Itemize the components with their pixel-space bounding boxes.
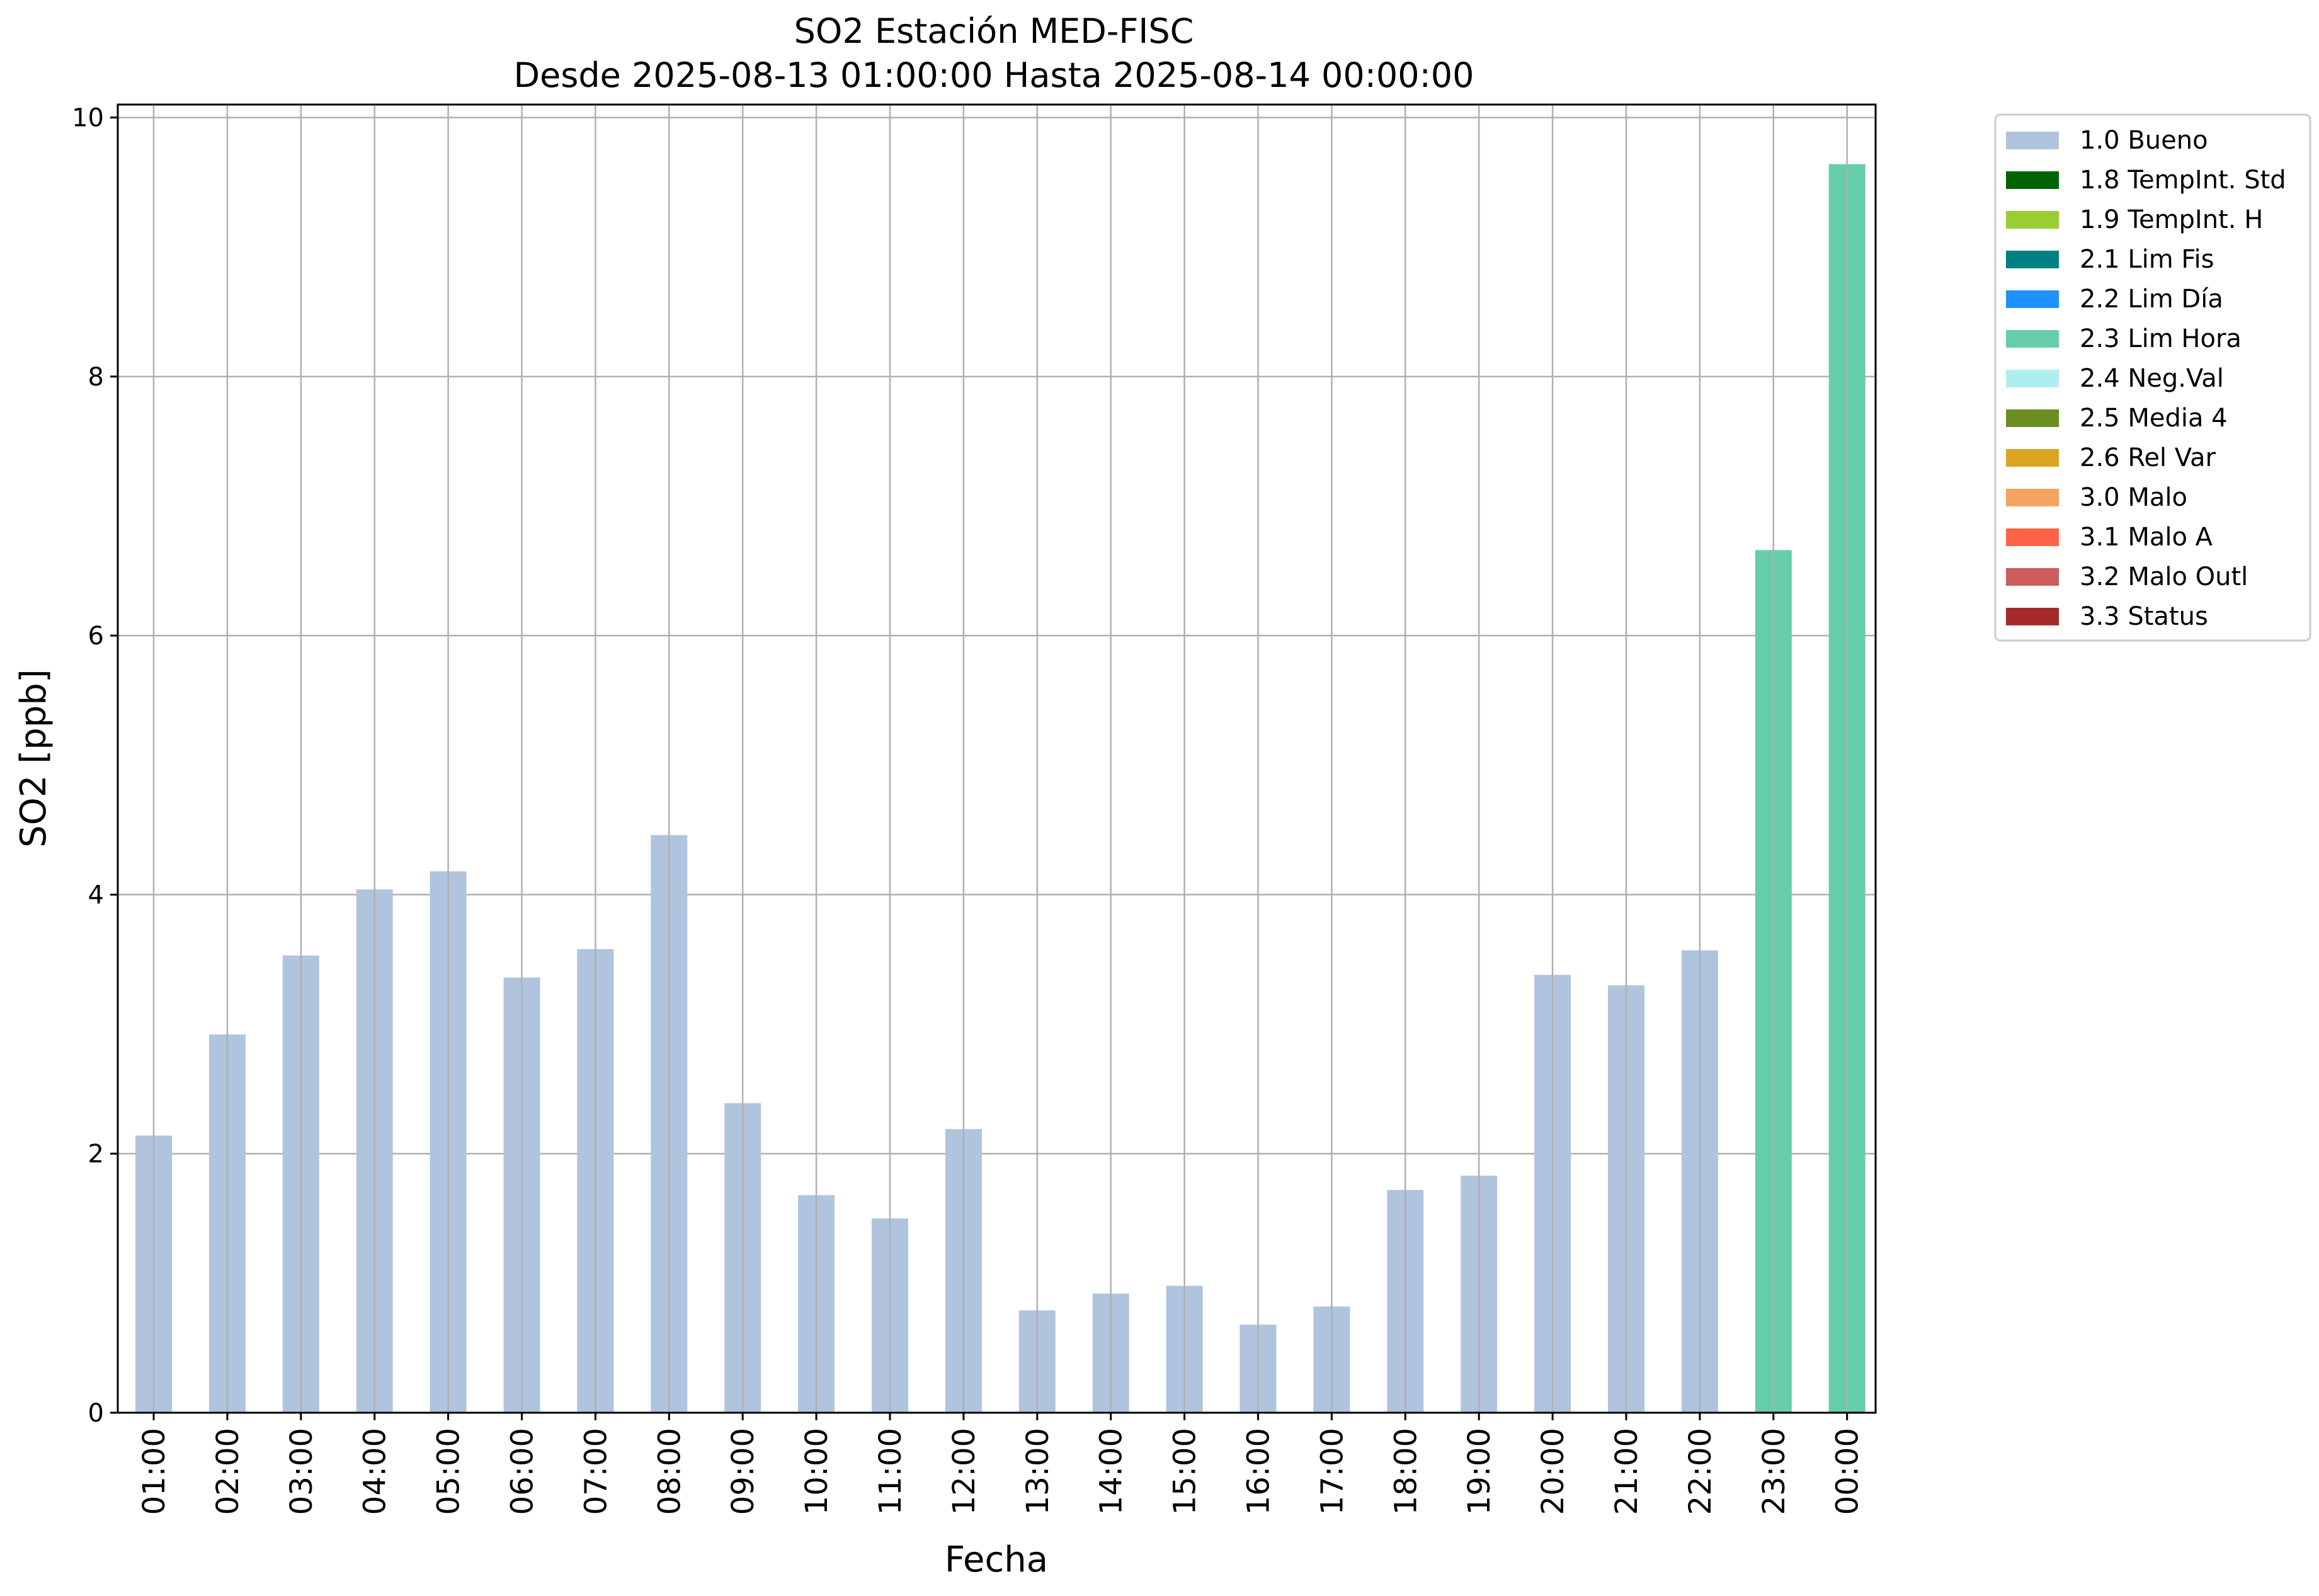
y-tick-label: 4: [88, 881, 104, 909]
x-axis: 01:00 02:00 03:00 04:00 05:00 06:00 07:00 08:00…: [137, 1413, 1866, 1515]
legend-swatch: [2006, 171, 2059, 189]
x-grid: [152, 105, 1848, 1413]
x-tick-label: 17:00: [1314, 1428, 1350, 1515]
legend-frame: [1994, 113, 2311, 642]
x-tick-label: 23:00: [1757, 1428, 1792, 1515]
legend-label: 3.0 Malo: [2080, 483, 2187, 512]
legend-swatch: [2006, 449, 2059, 467]
x-tick-label: 00:00: [1830, 1428, 1866, 1515]
x-tick-label: 19:00: [1462, 1428, 1497, 1515]
legend-swatch: [2006, 251, 2059, 268]
x-tick-label: 01:00: [137, 1428, 172, 1515]
y-tick-label: 0: [88, 1399, 104, 1428]
y-tick-label: 6: [88, 622, 104, 651]
legend-label: 2.5 Media 4: [2080, 404, 2228, 433]
x-axis-label: Fecha: [945, 1539, 1048, 1580]
x-tick-label: 22:00: [1683, 1428, 1718, 1515]
x-tick-label: 05:00: [431, 1428, 467, 1515]
y-tick-label: 8: [88, 363, 104, 392]
chart-title: SO2 Estación MED-FISC: [794, 11, 1194, 51]
x-tick-label: 04:00: [358, 1428, 393, 1515]
x-tick-label: 18:00: [1388, 1428, 1423, 1515]
x-tick-label: 11:00: [873, 1428, 908, 1515]
legend-label: 2.1 Lim Fis: [2080, 245, 2214, 274]
x-tick-label: 08:00: [652, 1428, 687, 1515]
legend-label: 2.4 Neg.Val: [2080, 364, 2224, 393]
x-tick-label: 02:00: [210, 1428, 246, 1515]
legend-swatch: [2006, 489, 2059, 506]
x-tick-label: 14:00: [1094, 1428, 1129, 1515]
legend-swatch: [2006, 290, 2059, 308]
x-tick-label: 21:00: [1609, 1428, 1644, 1515]
legend-swatch: [2006, 370, 2059, 387]
legend-label: 1.0 Bueno: [2080, 126, 2208, 155]
plot-frame: [117, 103, 1877, 1414]
y-axis: 0 2 4 6 8 10: [72, 104, 118, 1428]
legend-label: 2.2 Lim Día: [2080, 285, 2223, 314]
y-tick-label: 10: [72, 104, 104, 133]
legend-swatch: [2006, 608, 2059, 625]
x-tick-label: 10:00: [799, 1428, 835, 1515]
legend-label: 3.1 Malo A: [2080, 523, 2213, 552]
legend-label: 1.9 TempInt. H: [2080, 205, 2263, 234]
legend-label: 1.8 TempInt. Std: [2080, 166, 2286, 195]
y-axis-label: SO2 [ppb]: [13, 669, 54, 847]
x-tick-label: 20:00: [1536, 1428, 1571, 1515]
legend-label: 3.3 Status: [2080, 602, 2208, 631]
legend-label: 2.6 Rel Var: [2080, 443, 2216, 472]
legend: 1.0 Bueno 1.8 TempInt. Std 1.9 TempInt. H 2…: [1994, 113, 2311, 642]
x-tick-label: 09:00: [726, 1428, 761, 1515]
legend-swatch: [2006, 528, 2059, 546]
x-tick-label: 15:00: [1168, 1428, 1203, 1515]
x-tick-label: 12:00: [947, 1428, 982, 1515]
bars: [135, 164, 1866, 1413]
y-tick-label: 2: [88, 1140, 104, 1169]
legend-swatch: [2006, 568, 2059, 586]
x-tick-label: 03:00: [284, 1428, 319, 1515]
x-tick-label: 06:00: [505, 1428, 540, 1515]
legend-label: 2.3 Lim Hora: [2080, 324, 2242, 353]
chart-subtitle: Desde 2025-08-13 01:00:00 Hasta 2025-08-…: [513, 55, 1474, 95]
legend-swatch: [2006, 409, 2059, 427]
x-tick-label: 07:00: [578, 1428, 613, 1515]
legend-label: 3.2 Malo Outl: [2080, 562, 2248, 591]
x-tick-label: 13:00: [1020, 1428, 1056, 1515]
legend-swatch: [2006, 132, 2059, 149]
x-tick-label: 16:00: [1241, 1428, 1277, 1515]
legend-swatch: [2006, 211, 2059, 229]
legend-swatch: [2006, 330, 2059, 348]
